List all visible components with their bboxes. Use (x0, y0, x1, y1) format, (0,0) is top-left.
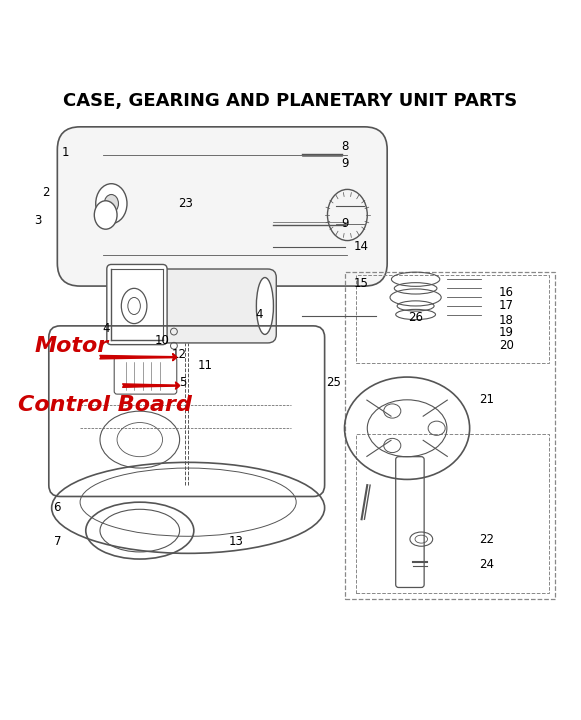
Text: 21: 21 (479, 393, 494, 406)
Text: 22: 22 (479, 533, 494, 546)
Text: 26: 26 (408, 311, 423, 324)
Ellipse shape (117, 277, 134, 334)
Text: 15: 15 (354, 276, 369, 289)
Text: 13: 13 (229, 536, 244, 549)
Text: 14: 14 (354, 240, 369, 253)
Text: 1: 1 (62, 146, 70, 159)
Text: 3: 3 (34, 214, 41, 228)
Text: 12: 12 (172, 348, 187, 361)
Text: 19: 19 (499, 326, 514, 339)
Text: 11: 11 (198, 359, 213, 372)
Text: 7: 7 (53, 536, 61, 549)
Text: 8: 8 (341, 140, 348, 153)
Ellipse shape (94, 201, 117, 229)
FancyBboxPatch shape (58, 127, 387, 286)
Text: 2: 2 (42, 186, 50, 199)
Text: 9: 9 (341, 217, 348, 230)
Text: 4: 4 (256, 308, 263, 321)
Text: 17: 17 (499, 300, 514, 312)
Text: 25: 25 (326, 377, 340, 390)
Ellipse shape (256, 277, 274, 334)
Bar (356, 275, 549, 363)
FancyBboxPatch shape (112, 269, 277, 343)
Text: 18: 18 (499, 314, 514, 327)
Bar (345, 272, 555, 599)
Ellipse shape (104, 194, 119, 212)
Text: Motor: Motor (35, 336, 109, 356)
FancyBboxPatch shape (107, 264, 167, 345)
Text: 5: 5 (179, 377, 186, 390)
Text: 4: 4 (102, 323, 109, 336)
Text: 23: 23 (178, 197, 193, 210)
Text: 20: 20 (499, 339, 514, 352)
Text: 10: 10 (155, 333, 170, 346)
Text: 6: 6 (53, 501, 61, 514)
Text: Control Board: Control Board (17, 395, 191, 415)
Ellipse shape (96, 184, 127, 223)
Text: CASE, GEARING AND PLANETARY UNIT PARTS: CASE, GEARING AND PLANETARY UNIT PARTS (63, 92, 518, 110)
Text: 24: 24 (479, 558, 494, 571)
Bar (356, 434, 549, 593)
Text: 9: 9 (341, 157, 348, 171)
Text: 16: 16 (499, 287, 514, 300)
